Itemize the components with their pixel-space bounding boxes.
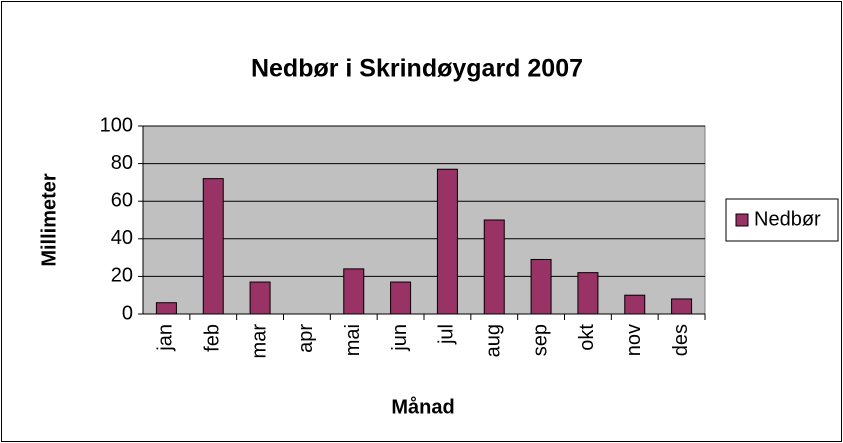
x-tick-label: apr [295,324,317,353]
bar [671,298,693,315]
legend-swatch [735,213,749,227]
bar [577,272,599,315]
y-tick-label: 80 [111,152,133,174]
bar [202,178,224,315]
y-tick-label: 40 [111,227,133,249]
x-tick-label: jul [436,324,458,345]
x-tick-label: sep [529,324,551,356]
y-tick-label: 100 [100,114,133,136]
x-tick-label: jan [155,324,177,352]
x-tick-label: nov [623,324,645,356]
x-axis-title: Månad [391,395,454,418]
bar [155,302,177,315]
x-tick-label: mai [342,324,364,356]
chart-title: Nedbør i Skrindøygard 2007 [251,55,583,83]
x-tick-label: okt [576,324,598,351]
x-tick-label: aug [483,324,505,357]
plot-area [142,125,706,315]
y-axis-title: Millimeter [38,173,60,267]
legend-label: Nedbør [754,208,821,230]
x-tick-label: des [670,324,692,356]
x-tick-label: feb [202,324,224,352]
y-tick-label: 60 [111,189,133,211]
x-tick-label: jun [389,324,411,352]
y-tick-label: 20 [111,265,133,287]
bar [483,219,505,315]
bar [390,281,412,315]
bar [343,268,365,315]
x-tick-label: mar [248,324,270,359]
bar [624,294,646,315]
y-tick-label: 0 [122,302,133,324]
bar [436,168,458,315]
bar [249,281,271,315]
bar [530,258,552,315]
